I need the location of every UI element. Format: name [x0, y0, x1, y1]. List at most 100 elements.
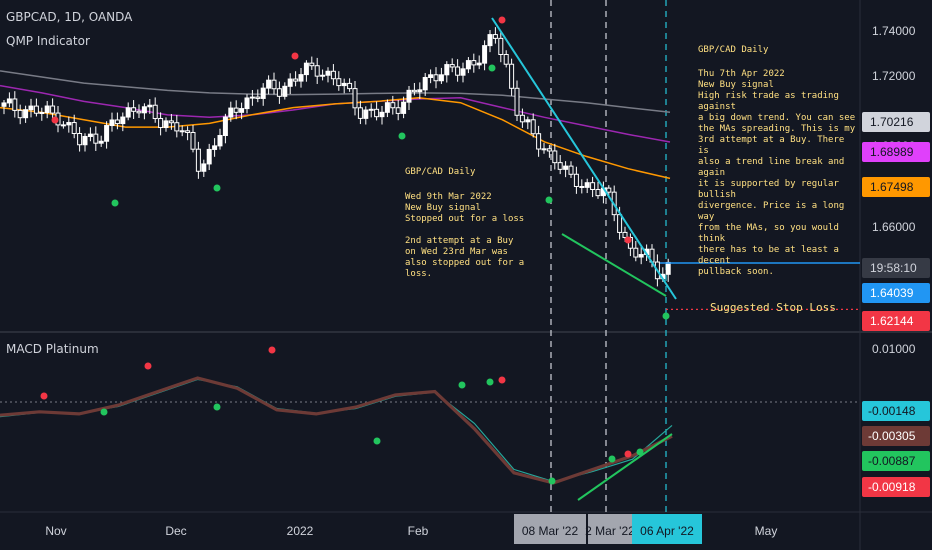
- candle: [482, 40, 488, 71]
- candle: [347, 78, 353, 92]
- price-label-bg: [862, 112, 930, 132]
- candle-body: [411, 89, 417, 93]
- candle-body: [401, 101, 407, 114]
- candle-body: [266, 79, 272, 89]
- macd-buy-dot: [373, 437, 381, 445]
- price-label-bg: [862, 142, 930, 162]
- candle-body: [536, 133, 542, 150]
- candle-body: [379, 111, 385, 118]
- candle-body: [12, 98, 18, 111]
- candle: [525, 116, 531, 130]
- symbol-title[interactable]: GBPCAD, 1D, OANDA: [6, 10, 133, 24]
- candle: [152, 97, 158, 123]
- sell-signal-dot: [498, 16, 506, 24]
- candle: [23, 105, 29, 123]
- candle: [39, 107, 45, 121]
- candle: [552, 143, 558, 170]
- candle: [390, 95, 396, 115]
- candle: [374, 101, 380, 121]
- candle-body: [476, 62, 482, 66]
- price-tick-label: 1.74000: [872, 24, 916, 38]
- candle-body: [158, 118, 164, 129]
- candle-body: [114, 119, 120, 125]
- candle-body: [271, 79, 277, 90]
- macd-title[interactable]: MACD Platinum: [6, 342, 99, 356]
- candle: [147, 99, 153, 114]
- candle-body: [6, 98, 12, 104]
- candle-body: [195, 148, 201, 172]
- candle-body: [325, 70, 331, 76]
- time-tick-label: Nov: [45, 524, 66, 538]
- macd-sell-dot: [624, 450, 632, 458]
- candle: [195, 141, 201, 179]
- buy-signal-dot: [488, 64, 496, 72]
- candle-body: [249, 96, 255, 99]
- candle: [109, 112, 115, 132]
- candle-body: [584, 182, 590, 188]
- candle-body: [336, 78, 342, 87]
- time-highlight-label: 2 Mar '22: [585, 524, 635, 538]
- candle-body: [519, 114, 525, 123]
- candle-body: [77, 132, 83, 146]
- candle: [519, 108, 525, 128]
- candle-body: [239, 108, 245, 113]
- candle: [222, 113, 228, 144]
- candle-body: [568, 165, 574, 175]
- candle-body: [66, 122, 72, 126]
- candle-body: [546, 148, 552, 152]
- macd-label: -0.00305: [868, 429, 916, 443]
- trend-line-cyan: [491, 17, 677, 300]
- candle: [573, 166, 579, 194]
- candle-body: [433, 74, 439, 82]
- buy-signal-dot: [213, 184, 221, 192]
- candle-body: [136, 110, 142, 114]
- candle: [206, 143, 212, 171]
- candle: [444, 61, 450, 83]
- candle: [568, 161, 574, 178]
- candle: [428, 69, 434, 84]
- candle-body: [201, 163, 207, 172]
- candle: [476, 55, 482, 70]
- candle: [228, 101, 234, 122]
- candle: [460, 62, 466, 83]
- time-highlight-bg: [514, 514, 586, 544]
- candle-body: [487, 34, 493, 47]
- candle-body: [131, 107, 137, 112]
- candle-body: [104, 125, 110, 142]
- indicator-title[interactable]: QMP Indicator: [6, 34, 90, 48]
- candle: [298, 68, 304, 88]
- event-lines: [550, 0, 667, 512]
- candle-body: [190, 131, 196, 150]
- candle-body: [314, 65, 320, 77]
- macd-buy-dot: [608, 455, 616, 463]
- candle-body: [174, 122, 180, 132]
- candle: [104, 121, 110, 149]
- price-label-bg: [862, 177, 930, 197]
- candle: [325, 67, 331, 83]
- price-label: 1.67498: [870, 180, 914, 194]
- candle: [87, 127, 93, 142]
- candle: [633, 240, 639, 262]
- candle: [249, 90, 255, 106]
- candle-body: [87, 133, 93, 137]
- macd-buy-dot: [636, 448, 644, 456]
- candle: [417, 82, 423, 100]
- candle-body: [125, 107, 131, 118]
- candle: [465, 57, 471, 74]
- candle-body: [449, 64, 455, 68]
- candle-body: [50, 105, 56, 114]
- ma-line-gray_ma: [0, 70, 671, 113]
- candle: [584, 178, 590, 194]
- candle: [303, 60, 309, 82]
- candle: [185, 126, 191, 141]
- candle-body: [422, 76, 428, 91]
- price-label-bg: [862, 283, 930, 303]
- candle: [368, 103, 374, 118]
- candle: [50, 98, 56, 120]
- macd-divergence-line: [577, 433, 673, 501]
- macd-label-bg: [862, 477, 930, 497]
- candle: [255, 89, 261, 103]
- candle: [217, 128, 223, 150]
- candle-body: [590, 182, 596, 190]
